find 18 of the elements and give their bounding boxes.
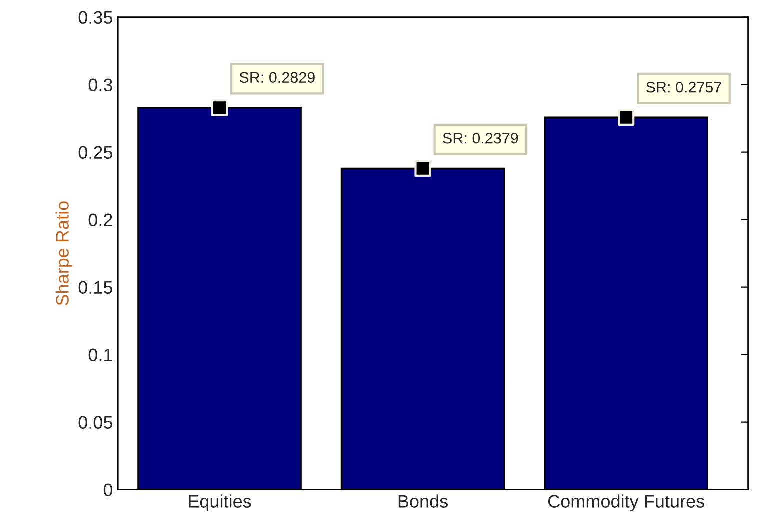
point [414,160,432,177]
y-tick-label: 0.35 [78,11,112,24]
data-label: SR: 0.2757 [646,82,722,93]
point [618,109,635,126]
y-tick-label: 0.2 [88,214,112,227]
y-tick-label: 0 [104,484,113,497]
data-label: SR: 0.2379 [443,132,518,144]
x-tick-label: Commodity Futures [548,494,704,512]
data-label: SR: 0.2829 [240,72,315,84]
y-tick-label: 0.3 [88,78,112,92]
y-axis-title: Sharpe Ratio [56,202,73,306]
y-tick-label: 0.25 [78,146,112,160]
y-tick-label: 0.1 [88,348,112,362]
point [211,100,228,116]
y-tick-label: 0.15 [78,281,112,294]
y-tick-label: 0.05 [78,416,112,430]
x-tick-label: Equities [189,494,252,512]
x-tick-label: Bonds [398,494,448,508]
